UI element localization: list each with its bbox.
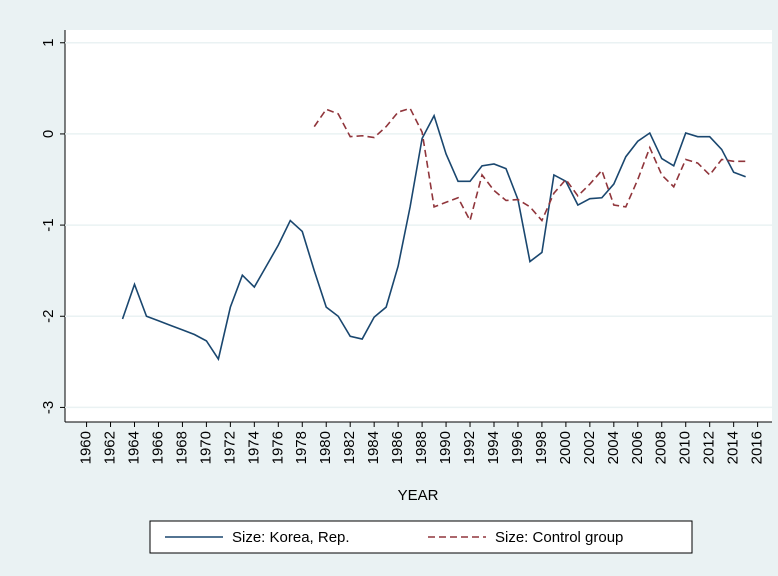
- x-tick-label: 2016: [749, 431, 766, 464]
- x-tick-label: 1978: [293, 431, 310, 464]
- x-axis-title: YEAR: [398, 487, 439, 504]
- y-tick-label: -2: [40, 310, 57, 323]
- series-line: [121, 113, 746, 362]
- legend-label: Size: Korea, Rep.: [232, 529, 350, 546]
- x-tick-label: 2008: [653, 431, 670, 464]
- x-tick-label: 1960: [78, 431, 95, 464]
- x-tick-label: 2002: [581, 431, 598, 464]
- legend-box: [149, 520, 693, 554]
- x-tick-label: 2010: [677, 431, 694, 464]
- x-tick-label: 1968: [173, 431, 190, 464]
- x-tick-label: 1998: [533, 431, 550, 464]
- x-tick-label: 1986: [389, 431, 406, 464]
- y-tick-label: -3: [40, 401, 57, 414]
- series-line: [313, 107, 746, 223]
- plot-area: [65, 30, 772, 422]
- x-tick-label: 1996: [509, 431, 526, 464]
- x-tick-label: 1982: [341, 431, 358, 464]
- x-tick-label: 1980: [317, 431, 334, 464]
- y-tick-label: -1: [40, 218, 57, 231]
- y-tick-label: 0: [40, 130, 57, 138]
- x-tick-label: 1962: [102, 431, 119, 464]
- x-tick-label: 2000: [557, 431, 574, 464]
- x-tick-label: 1970: [197, 431, 214, 464]
- x-tick-label: 2004: [605, 431, 622, 464]
- x-tick-label: 2006: [629, 431, 646, 464]
- y-tick-label: 1: [40, 39, 57, 47]
- x-tick-label: 1988: [413, 431, 430, 464]
- x-tick-label: 1994: [485, 431, 502, 464]
- x-tick-label: 1974: [245, 431, 262, 464]
- x-tick-label: 1966: [149, 431, 166, 464]
- x-tick-label: 1972: [221, 431, 238, 464]
- x-tick-label: 1984: [365, 431, 382, 464]
- x-tick-label: 1964: [125, 431, 142, 464]
- x-tick-label: 1992: [461, 431, 478, 464]
- x-tick-label: 1990: [437, 431, 454, 464]
- x-tick-label: 2014: [725, 431, 742, 464]
- x-tick-label: 2012: [701, 431, 718, 464]
- x-tick-label: 1976: [269, 431, 286, 464]
- legend-label: Size: Control group: [495, 529, 623, 546]
